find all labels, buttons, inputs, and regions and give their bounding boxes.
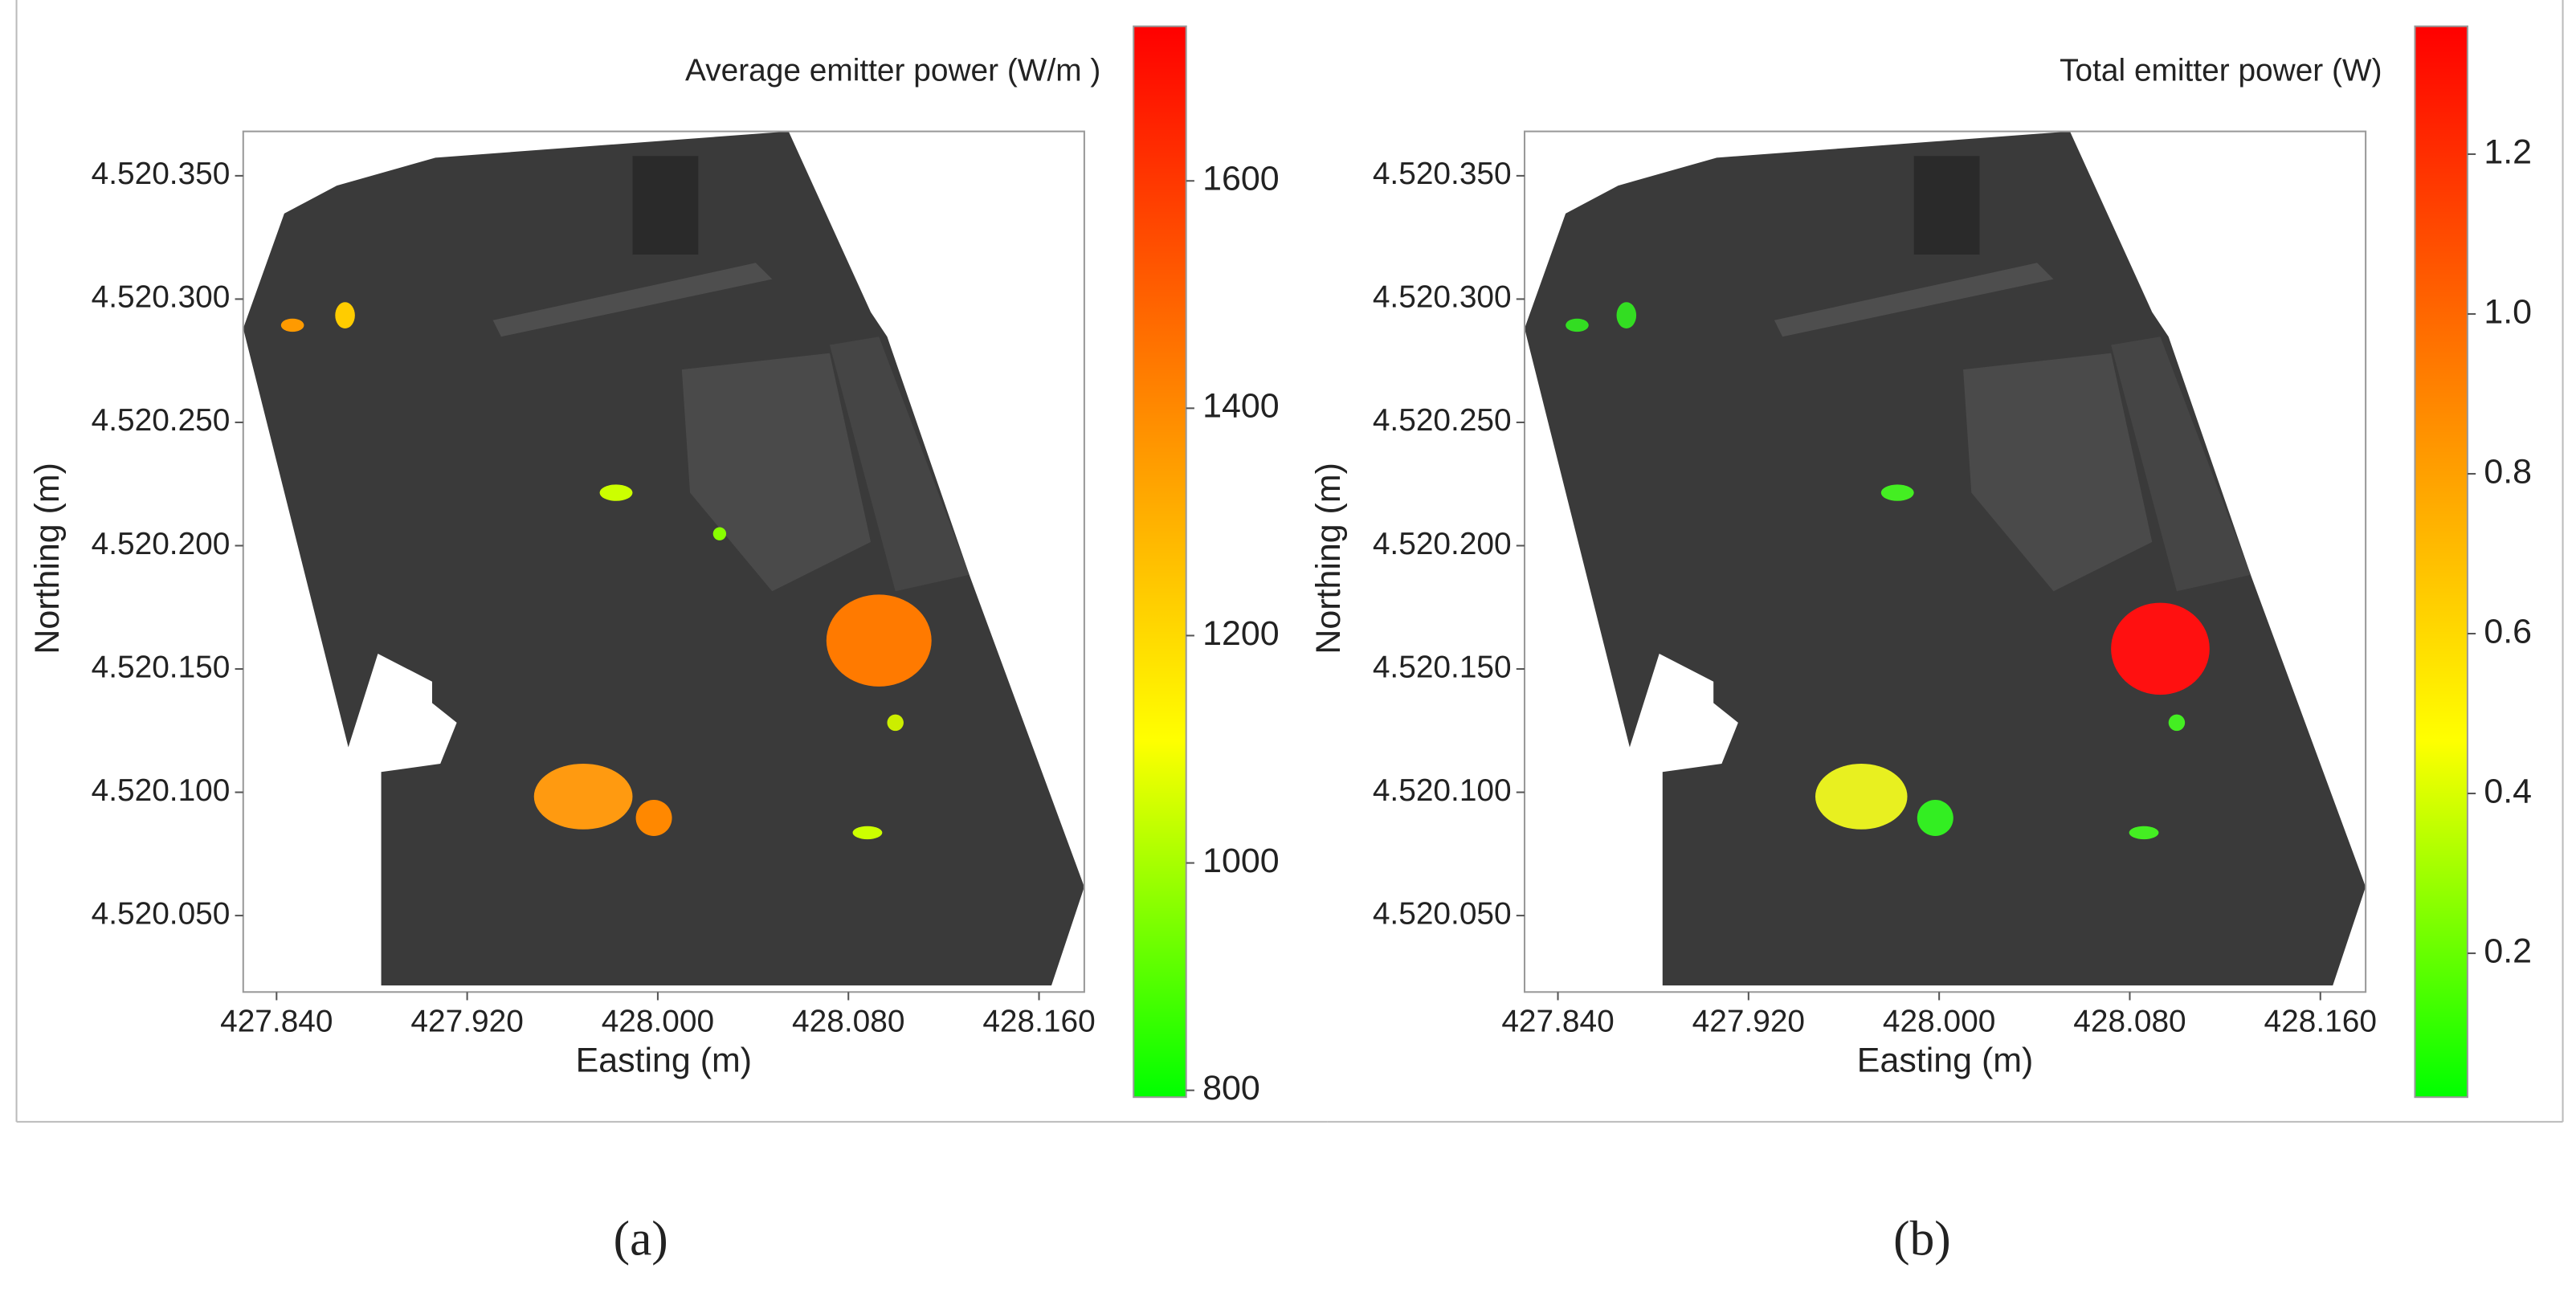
x-tick-label: 427.840 bbox=[1501, 1004, 1614, 1038]
map-b bbox=[1525, 131, 2366, 986]
colorbar bbox=[1133, 25, 1187, 1099]
colorbar-tick-label: 1.0 bbox=[2484, 292, 2532, 331]
colorbar-tick-label: 1.2 bbox=[2484, 133, 2532, 171]
x-tick-label: 427.920 bbox=[1692, 1004, 1805, 1038]
colorbar-title: Total emitter power (W) bbox=[2060, 53, 2382, 88]
y-tick-label: 4.520.300 bbox=[1373, 280, 1512, 315]
colorbar-tick-label: 0.6 bbox=[2484, 612, 2532, 650]
x-tick-label: 427.920 bbox=[410, 1004, 523, 1038]
y-tick-label: 4.520.250 bbox=[1373, 403, 1512, 438]
colorbar bbox=[2414, 25, 2468, 1099]
y-tick-label: 4.520.050 bbox=[92, 896, 231, 931]
x-tick-label: 428.160 bbox=[2264, 1004, 2377, 1038]
axes-frame bbox=[1523, 130, 2367, 993]
y-tick-label: 4.520.150 bbox=[92, 650, 231, 684]
x-axis-label: Easting (m) bbox=[576, 1042, 753, 1080]
colorbar-title: Average emitter power (W/m ) bbox=[685, 53, 1100, 88]
y-axis-label: Northing (m) bbox=[1309, 463, 1348, 654]
y-axis-label: Northing (m) bbox=[28, 463, 67, 654]
colorbar-tick-label: 1600 bbox=[1202, 160, 1280, 198]
y-tick-label: 4.520.100 bbox=[92, 773, 231, 808]
x-axis-label: Easting (m) bbox=[1857, 1042, 2034, 1080]
y-tick-label: 4.520.350 bbox=[1373, 157, 1512, 191]
x-tick-label: 427.840 bbox=[220, 1004, 333, 1038]
y-tick-label: 4.520.350 bbox=[92, 157, 231, 191]
axes-frame bbox=[242, 130, 1085, 993]
y-tick-label: 4.520.200 bbox=[1373, 527, 1512, 561]
y-tick-label: 4.520.100 bbox=[1373, 773, 1512, 808]
panel-label: (b) bbox=[1893, 1211, 1951, 1266]
panel-label: (a) bbox=[614, 1211, 668, 1266]
colorbar-tick-label: 1400 bbox=[1202, 387, 1280, 426]
colorbar-tick-label: 800 bbox=[1202, 1069, 1260, 1107]
y-tick-label: 4.520.050 bbox=[1373, 896, 1512, 931]
colorbar-tick-label: 0.4 bbox=[2484, 772, 2532, 810]
y-tick-label: 4.520.200 bbox=[92, 527, 231, 561]
x-tick-label: 428.160 bbox=[982, 1004, 1095, 1038]
y-tick-label: 4.520.150 bbox=[1373, 650, 1512, 684]
y-tick-label: 4.520.250 bbox=[92, 403, 231, 438]
x-tick-label: 428.080 bbox=[2073, 1004, 2186, 1038]
x-tick-label: 428.000 bbox=[1883, 1004, 1995, 1038]
y-tick-label: 4.520.300 bbox=[92, 280, 231, 315]
colorbar-tick-label: 1000 bbox=[1202, 842, 1280, 880]
map-a bbox=[243, 131, 1084, 986]
colorbar-tick-label: 1200 bbox=[1202, 614, 1280, 653]
colorbar-tick-label: 0.8 bbox=[2484, 452, 2532, 491]
x-tick-label: 428.080 bbox=[792, 1004, 904, 1038]
x-tick-label: 428.000 bbox=[602, 1004, 714, 1038]
colorbar-tick-label: 0.2 bbox=[2484, 932, 2532, 970]
